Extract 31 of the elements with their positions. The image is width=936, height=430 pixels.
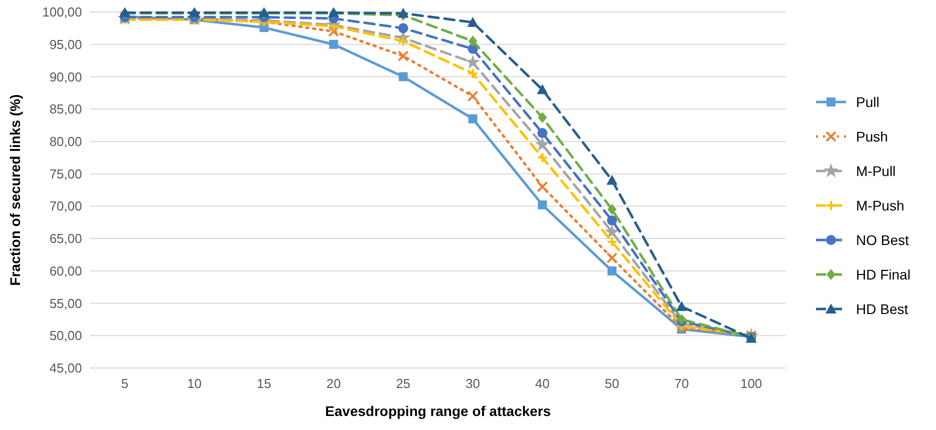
y-tick-label: 55,00	[49, 296, 82, 311]
y-tick-label: 85,00	[49, 102, 82, 117]
y-tick-label: 70,00	[49, 198, 82, 214]
x-tick-label: 10	[187, 376, 202, 391]
y-tick-label: 65,00	[49, 231, 82, 246]
legend-label: NO Best	[856, 232, 910, 248]
legend-label: HD Final	[856, 266, 910, 282]
x-tick-label: 20	[326, 376, 341, 391]
y-tick-label: 80,00	[49, 134, 82, 150]
x-tick-label: 100	[740, 376, 762, 391]
legend-label: Push	[856, 128, 888, 144]
legend-label: HD Best	[856, 300, 908, 317]
x-tick-label: 25	[396, 376, 410, 391]
y-tick-label: 45,00	[49, 360, 82, 376]
x-tick-label: 5	[121, 376, 128, 391]
y-tick-label: 75,00	[49, 166, 82, 182]
x-tick-label: 30	[466, 376, 480, 391]
x-axis-title: Eavesdropping range of attackers	[325, 403, 552, 419]
x-tick-label: 15	[256, 376, 272, 391]
y-tick-label: 50,00	[49, 328, 82, 344]
y-tick-label: 60,00	[49, 263, 82, 278]
legend-label: M-Pull	[856, 162, 896, 179]
y-tick-label: 95,00	[49, 36, 82, 52]
y-tick-label: 90,00	[49, 69, 82, 84]
y-tick-label: 100,00	[42, 4, 82, 20]
x-tick-label: 50	[604, 376, 620, 391]
y-axis-title: Fraction of secured links (%)	[7, 94, 23, 286]
legend-label: M-Push	[856, 197, 904, 214]
x-tick-label: 70	[674, 376, 689, 391]
legend-label: Pull	[856, 94, 880, 110]
x-tick-label: 40	[535, 376, 550, 391]
